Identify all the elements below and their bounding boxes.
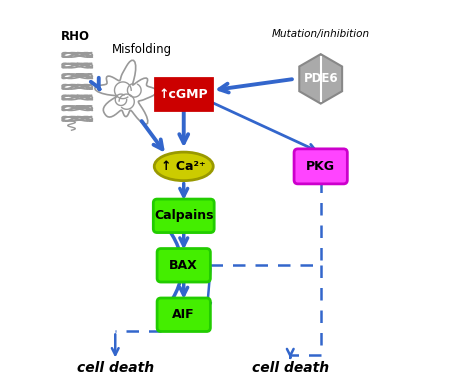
- Text: ↑ Ca²⁺: ↑ Ca²⁺: [162, 160, 206, 173]
- FancyArrowPatch shape: [179, 111, 188, 143]
- FancyBboxPatch shape: [153, 199, 214, 233]
- FancyArrowPatch shape: [180, 232, 188, 246]
- FancyArrowPatch shape: [180, 183, 188, 196]
- FancyArrowPatch shape: [213, 103, 315, 151]
- FancyArrowPatch shape: [219, 79, 292, 93]
- FancyBboxPatch shape: [157, 249, 210, 282]
- Text: Calpains: Calpains: [154, 209, 213, 222]
- FancyBboxPatch shape: [157, 298, 210, 332]
- Text: AIF: AIF: [173, 308, 195, 321]
- Text: PKG: PKG: [306, 160, 335, 173]
- FancyArrowPatch shape: [287, 349, 293, 357]
- Text: ↑cGMP: ↑cGMP: [159, 88, 209, 101]
- Text: Mutation/inhibition: Mutation/inhibition: [272, 29, 370, 39]
- FancyArrowPatch shape: [159, 218, 182, 310]
- Text: cell death: cell death: [77, 361, 154, 375]
- Text: cell death: cell death: [252, 361, 329, 375]
- FancyBboxPatch shape: [155, 78, 212, 110]
- Polygon shape: [299, 54, 342, 103]
- FancyArrowPatch shape: [91, 78, 100, 90]
- FancyArrowPatch shape: [204, 268, 211, 309]
- Text: RHO: RHO: [61, 30, 90, 43]
- Text: BAX: BAX: [169, 259, 198, 272]
- FancyArrowPatch shape: [142, 121, 163, 149]
- Text: Misfolding: Misfolding: [112, 43, 172, 56]
- FancyBboxPatch shape: [294, 149, 347, 184]
- Ellipse shape: [154, 152, 213, 181]
- FancyArrowPatch shape: [180, 281, 188, 295]
- FancyArrowPatch shape: [112, 334, 118, 355]
- Text: PDE6: PDE6: [303, 72, 338, 85]
